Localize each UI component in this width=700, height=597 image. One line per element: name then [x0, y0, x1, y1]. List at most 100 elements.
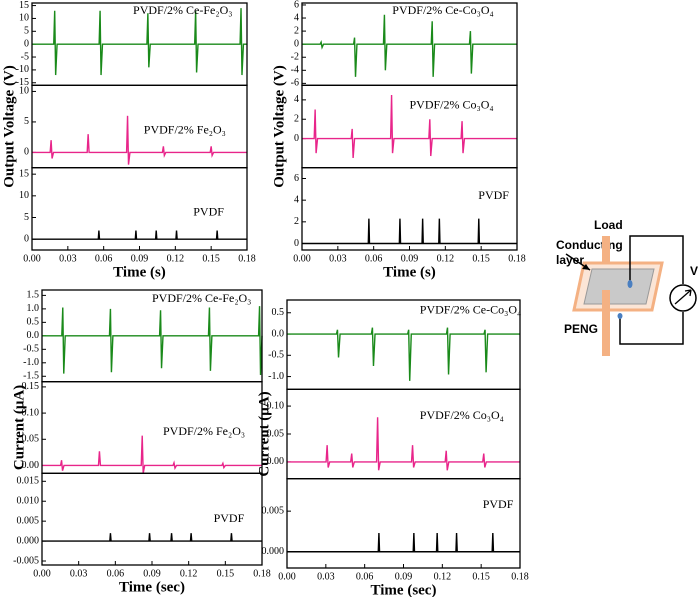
y-tick-label: 0.0: [272, 328, 285, 339]
y-tick-label: 0.005: [17, 515, 40, 526]
y-tick-label: 0: [294, 238, 299, 249]
x-tick-label: 0.00: [293, 253, 311, 264]
series-line: [32, 8, 247, 76]
y-tick-label: 5: [24, 116, 29, 127]
y-tick-label: -5: [21, 51, 29, 62]
series-line: [32, 230, 247, 240]
x-tick-label: 0.15: [472, 253, 490, 264]
x-tick-label: 0.03: [70, 568, 88, 579]
y-tick-label: -0.005: [13, 555, 39, 566]
conducting-label: Conducting: [556, 238, 623, 252]
x-tick-label: 0.12: [437, 253, 455, 264]
y-tick-label: 5: [24, 26, 29, 37]
series-line: [42, 533, 262, 542]
y-tick-label: -0.5: [268, 350, 284, 361]
y-tick-label: 15: [19, 0, 29, 11]
series-label: PVDF/2% Fe₂O₃: [144, 122, 226, 136]
series-line: [302, 95, 517, 159]
x-tick-label: 0.15: [217, 568, 235, 579]
y-tick-label: 0.5: [272, 307, 285, 318]
series-line: [287, 533, 520, 553]
y-tick-label: 2: [294, 216, 299, 227]
pointer-head: [582, 264, 590, 270]
y-axis-title: Output Voltage (V): [1, 65, 17, 188]
y-axis-title: Current (μA): [256, 391, 272, 476]
x-axis-title: Time (sec): [371, 582, 437, 597]
series-line: [32, 115, 247, 165]
x-tick-label: 0.06: [95, 253, 113, 264]
series-line: [42, 306, 263, 375]
series-label: PVDF: [478, 188, 509, 202]
y-tick-label: 6: [294, 0, 299, 10]
plot-frame: [286, 478, 521, 569]
x-tick-label: 0.06: [107, 568, 125, 579]
series-line: [42, 435, 262, 474]
x-tick-label: 0.18: [253, 568, 271, 579]
y-tick-label: 0: [24, 38, 29, 49]
y-tick-label: 0.0: [27, 330, 40, 341]
x-tick-label: 0.09: [401, 253, 419, 264]
x-tick-label: 0.06: [365, 253, 383, 264]
electrode: [617, 313, 623, 319]
y-tick-label: 0.5: [27, 317, 40, 328]
y-tick-label: 5: [24, 212, 29, 223]
x-tick-label: 0.00: [23, 253, 41, 264]
y-tick-label: -10: [16, 64, 29, 75]
y-tick-label: 0.05: [267, 428, 285, 439]
electrode: [627, 280, 633, 288]
x-tick-label: 0.03: [329, 253, 347, 264]
x-tick-label: 0.12: [434, 571, 452, 582]
y-tick-label: -0.5: [23, 344, 39, 355]
series-label: PVDF: [193, 205, 224, 219]
y-tick-label: 4: [294, 94, 299, 105]
x-tick-label: 0.18: [508, 253, 526, 264]
y-tick-label: 2: [294, 25, 299, 36]
x-tick-label: 0.09: [143, 568, 161, 579]
series-line: [302, 218, 517, 245]
y-tick-label: 0.015: [17, 476, 40, 487]
load-bar: [602, 290, 610, 356]
y-tick-label: 1.0: [27, 303, 40, 314]
peng-label: PENG: [564, 322, 598, 336]
y-axis-title: Output Voltage (V): [271, 65, 287, 188]
x-tick-label: 0.15: [472, 571, 490, 582]
y-tick-label: 0: [24, 233, 29, 244]
y-tick-label: 0.10: [267, 400, 285, 411]
x-tick-label: 0.12: [180, 568, 198, 579]
series-line: [302, 14, 517, 77]
y-tick-label: 0.05: [22, 434, 40, 445]
y-tick-label: 0: [294, 38, 299, 49]
series-label: PVDF/2% Co₃O₄: [410, 98, 494, 112]
x-tick-label: 0.12: [167, 253, 185, 264]
y-tick-label: -1.0: [23, 357, 39, 368]
y-tick-label: 4: [294, 12, 299, 23]
x-axis-title: Time (s): [113, 264, 166, 280]
y-tick-label: -6: [291, 78, 299, 89]
plot-frame: [301, 167, 518, 251]
y-tick-label: 0.00: [22, 460, 40, 471]
y-tick-label: 0.00: [267, 456, 285, 467]
y-tick-label: 1.5: [27, 290, 40, 301]
x-axis-title: Time (s): [383, 264, 436, 280]
series-label: PVDF/2% Co₃O₄: [420, 408, 504, 422]
x-tick-label: 0.06: [356, 571, 374, 582]
x-tick-label: 0.00: [33, 568, 51, 579]
x-tick-label: 0.15: [202, 253, 220, 264]
y-tick-label: 10: [19, 190, 29, 201]
y-tick-label: -1.0: [268, 371, 284, 382]
conducting-label: layer: [556, 253, 584, 267]
series-label: PVDF: [483, 497, 514, 511]
x-tick-label: 0.03: [59, 253, 77, 264]
x-axis-title: Time (sec): [119, 579, 185, 595]
y-tick-label: 10: [19, 13, 29, 24]
y-tick-label: 0.010: [17, 496, 40, 507]
conducting-layer: [583, 268, 655, 305]
voltmeter-needle: [674, 289, 692, 305]
x-tick-label: 0.09: [395, 571, 413, 582]
series-label: PVDF/2% Ce-Fe₂O₃: [133, 3, 232, 17]
x-tick-label: 0.03: [317, 571, 335, 582]
y-tick-label: 0.000: [17, 535, 40, 546]
y-tick-label: 0.005: [262, 505, 285, 516]
voltmeter: [669, 284, 697, 312]
y-tick-label: -4: [291, 65, 299, 76]
